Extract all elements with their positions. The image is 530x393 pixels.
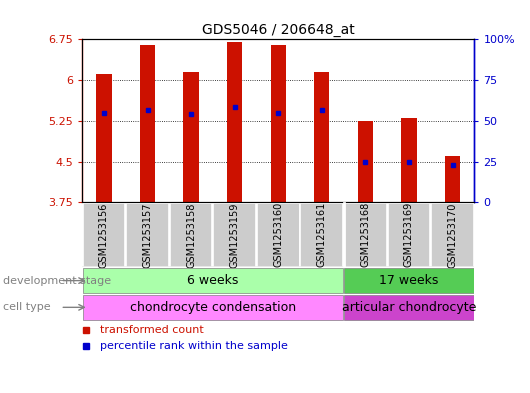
- Bar: [83, 268, 343, 293]
- Text: articular chondrocyte: articular chondrocyte: [342, 301, 476, 314]
- Bar: [271, 45, 286, 202]
- Bar: [344, 268, 474, 293]
- Text: 17 weeks: 17 weeks: [379, 274, 439, 287]
- Bar: [301, 203, 343, 266]
- Bar: [401, 118, 417, 202]
- Text: GSM1253161: GSM1253161: [317, 202, 327, 268]
- Text: GSM1253157: GSM1253157: [143, 202, 153, 268]
- Text: GSM1253169: GSM1253169: [404, 202, 414, 268]
- Text: cell type: cell type: [3, 302, 50, 312]
- Text: transformed count: transformed count: [100, 325, 204, 335]
- Bar: [213, 203, 256, 266]
- Text: GSM1253160: GSM1253160: [273, 202, 283, 268]
- Text: chondrocyte condensation: chondrocyte condensation: [130, 301, 296, 314]
- Text: GSM1253159: GSM1253159: [229, 202, 240, 268]
- Text: GSM1253156: GSM1253156: [99, 202, 109, 268]
- Bar: [227, 42, 242, 202]
- Bar: [183, 72, 199, 202]
- Bar: [170, 203, 213, 266]
- Bar: [445, 156, 460, 202]
- Bar: [96, 73, 111, 202]
- Text: 6 weeks: 6 weeks: [187, 274, 239, 287]
- Bar: [358, 121, 373, 202]
- Bar: [126, 203, 169, 266]
- Bar: [431, 203, 474, 266]
- Bar: [387, 203, 430, 266]
- Text: GSM1253170: GSM1253170: [447, 202, 457, 268]
- Bar: [140, 45, 155, 202]
- Bar: [314, 72, 330, 202]
- Bar: [83, 295, 343, 320]
- Bar: [344, 203, 387, 266]
- Text: GSM1253158: GSM1253158: [186, 202, 196, 268]
- Text: percentile rank within the sample: percentile rank within the sample: [100, 341, 288, 351]
- Text: GSM1253168: GSM1253168: [360, 202, 370, 268]
- Bar: [344, 295, 474, 320]
- Text: development stage: development stage: [3, 275, 111, 286]
- Bar: [257, 203, 299, 266]
- Bar: [83, 203, 125, 266]
- Title: GDS5046 / 206648_at: GDS5046 / 206648_at: [202, 23, 355, 37]
